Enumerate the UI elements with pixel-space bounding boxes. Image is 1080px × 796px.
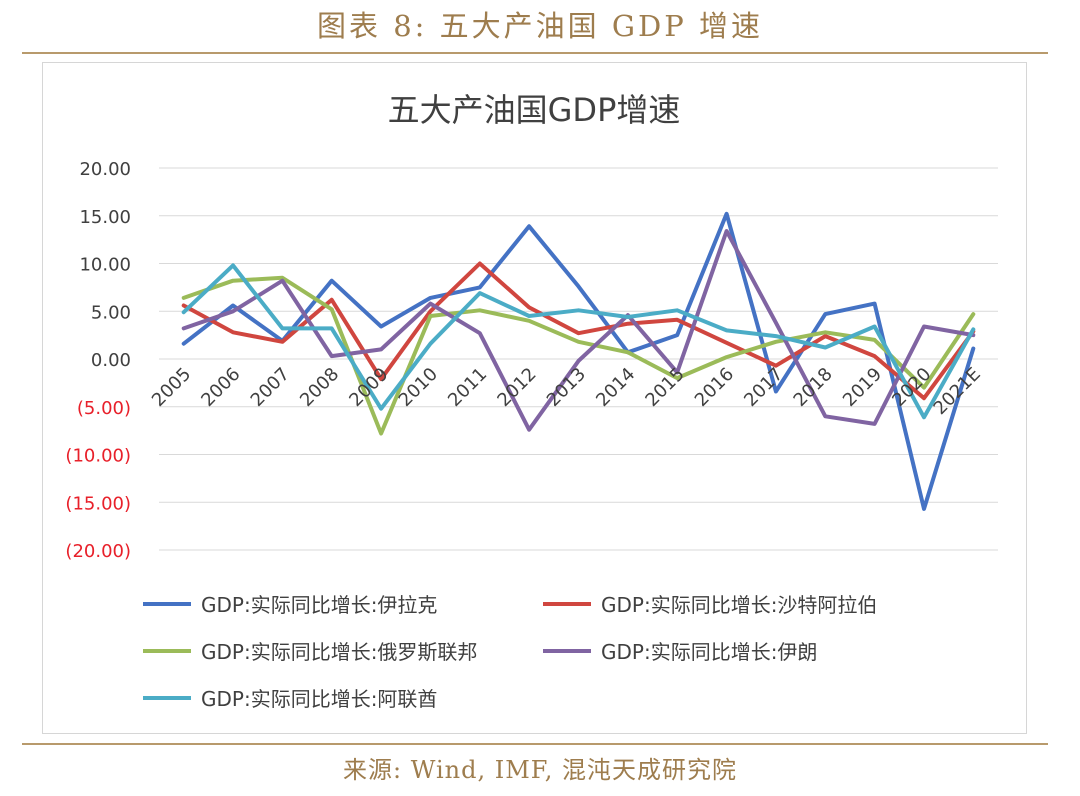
bottom-divider — [22, 743, 1048, 745]
chart-title: 五大产油国GDP增速 — [388, 91, 681, 129]
y-tick-label: 15.00 — [79, 207, 131, 228]
y-tick-label: 20.00 — [79, 159, 131, 180]
x-tick-label: 2008 — [296, 364, 343, 411]
x-tick-label: 2007 — [247, 364, 294, 411]
x-tick-label: 2014 — [592, 364, 639, 411]
x-tick-label: 2005 — [148, 364, 195, 411]
y-tick-label: 0.00 — [91, 350, 131, 371]
x-tick-label: 2006 — [197, 364, 244, 411]
y-tick-label: 5.00 — [91, 302, 131, 323]
legend-label: GDP:实际同比增长:伊朗 — [601, 640, 817, 664]
x-axis-ticks: 2005 2006 2007 2008 2009 2010 2011 2012 2013 2014… — [148, 364, 985, 419]
legend-label: GDP:实际同比增长:伊拉克 — [201, 593, 437, 617]
y-tick-label: (10.00) — [65, 446, 131, 467]
legend-label: GDP:实际同比增长:俄罗斯联邦 — [201, 640, 477, 664]
chart-container: 五大产油国GDP增速 20.00 15.00 10.00 5.00 0.00 (5.00)… — [42, 62, 1027, 734]
x-tick-label: 2011 — [444, 364, 491, 411]
series-line-3 — [181, 275, 976, 436]
series-line-2 — [181, 261, 976, 401]
x-tick-label: 2019 — [839, 364, 886, 411]
y-tick-label: (15.00) — [65, 493, 131, 514]
x-tick-label: 2018 — [790, 364, 837, 411]
series-line-4 — [181, 229, 976, 432]
top-divider — [22, 52, 1048, 54]
series-line-5 — [181, 263, 976, 420]
y-axis-ticks: 20.00 15.00 10.00 5.00 0.00 (5.00) (10.00) (15.… — [65, 159, 131, 562]
figure-title: 图表 8: 五大产油国 GDP 增速 — [316, 9, 764, 43]
y-tick-label: (20.00) — [65, 541, 131, 562]
legend-label: GDP:实际同比增长:阿联酋 — [201, 687, 437, 711]
y-tick-label: 10.00 — [79, 255, 131, 276]
legend: GDP:实际同比增长:伊拉克 GDP:实际同比增长:沙特阿拉伯 GDP:实际同比增长… — [143, 593, 877, 711]
legend-label: GDP:实际同比增长:沙特阿拉伯 — [601, 593, 877, 617]
y-tick-label: (5.00) — [77, 398, 131, 419]
series-lines — [181, 211, 976, 511]
line-chart: 五大产油国GDP增速 20.00 15.00 10.00 5.00 0.00 (5.00)… — [65, 91, 998, 711]
x-tick-label: 2013 — [543, 364, 590, 411]
source-note: 来源: Wind, IMF, 混沌天成研究院 — [343, 756, 737, 784]
